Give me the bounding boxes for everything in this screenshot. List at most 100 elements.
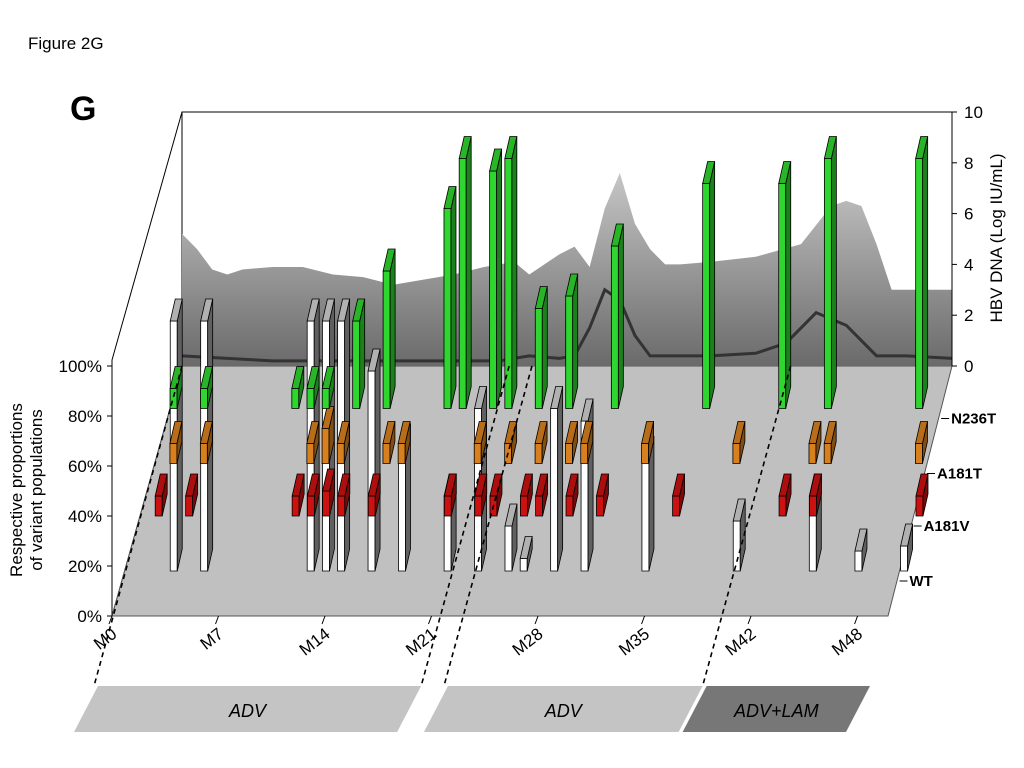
bar-front xyxy=(291,388,300,409)
bar-top xyxy=(306,473,320,497)
bar-A181T-15 xyxy=(823,421,837,464)
bar-front xyxy=(382,443,391,464)
bar-N236T-15 xyxy=(778,161,792,409)
right-tick-label: 0 xyxy=(964,357,973,376)
bar-top xyxy=(306,421,320,444)
bar-front xyxy=(641,443,650,464)
left-axis-label: Respective proportions xyxy=(7,403,26,577)
bar-A181V-6 xyxy=(367,473,381,517)
bar-top xyxy=(610,223,624,247)
bar-front xyxy=(823,443,832,464)
bar-front xyxy=(474,495,483,517)
bar-A181V-4 xyxy=(322,468,336,517)
treatment-label: ADV xyxy=(228,701,268,721)
bar-front xyxy=(199,443,208,464)
bar-N236T-3 xyxy=(306,366,320,409)
bar-front xyxy=(550,408,559,572)
bar-side xyxy=(465,136,472,409)
bar-A181V-8 xyxy=(474,473,488,517)
bar-top xyxy=(823,136,837,159)
bar-A181T-9 xyxy=(534,421,548,464)
bar-front xyxy=(504,525,513,572)
x-tick-label: M7 xyxy=(197,624,227,654)
bar-front xyxy=(672,495,680,517)
bar-front xyxy=(382,270,391,409)
bar-front xyxy=(778,495,787,517)
treatment-bar xyxy=(682,686,870,732)
bar-A181T-12 xyxy=(641,421,655,464)
bar-top xyxy=(200,298,214,322)
bar-A181V-13 xyxy=(595,473,609,517)
bar-top xyxy=(321,406,335,429)
bar-N236T-14 xyxy=(702,161,716,409)
bar-A181V-1 xyxy=(185,473,199,517)
bar-top xyxy=(854,528,868,552)
left-tick-label: 0% xyxy=(77,607,102,626)
bar-A181V-2 xyxy=(291,473,305,517)
bar-A181T-11 xyxy=(580,421,594,464)
bar-front xyxy=(154,495,163,517)
bar-N236T-1 xyxy=(200,366,214,409)
x-tick-label: M35 xyxy=(615,624,653,659)
row-label: N236T xyxy=(951,411,996,428)
treatment-bar xyxy=(74,686,422,732)
bar-top xyxy=(595,473,609,497)
bar-top xyxy=(154,473,168,497)
bar-A181V-0 xyxy=(154,473,168,517)
bar-side xyxy=(785,161,792,409)
bar-N236T-2 xyxy=(291,366,305,409)
bar-front xyxy=(732,443,741,464)
bar-front xyxy=(900,545,908,572)
bar-front xyxy=(702,183,711,409)
bar-front xyxy=(535,495,544,517)
bar-front xyxy=(398,445,406,572)
bar-N236T-5 xyxy=(352,298,366,409)
switch-line xyxy=(701,365,792,687)
bar-N236T-9 xyxy=(489,148,503,409)
x-tick-label: M48 xyxy=(828,624,866,659)
bar-top xyxy=(291,366,305,389)
bar-N236T-17 xyxy=(915,136,929,409)
bar-top xyxy=(808,421,822,444)
bar-front xyxy=(915,443,923,464)
bar-N236T-12 xyxy=(565,273,579,409)
bar-top xyxy=(534,421,548,444)
bar-top xyxy=(808,473,822,497)
bar-top xyxy=(778,161,792,184)
bar-top xyxy=(169,298,183,322)
bar-front xyxy=(306,388,315,409)
bar-side xyxy=(922,136,929,409)
x-tick xyxy=(108,615,113,625)
bar-front xyxy=(732,520,741,572)
bar-top xyxy=(535,473,549,497)
bar-top xyxy=(337,473,351,497)
bar-top xyxy=(489,148,503,172)
treatment-label: ADV+LAM xyxy=(733,701,819,721)
right-tick-label: 6 xyxy=(964,205,973,224)
bar-front xyxy=(565,443,573,464)
bar-front xyxy=(458,158,467,409)
bar-side xyxy=(374,348,381,572)
x-tick xyxy=(215,615,219,625)
bar-front xyxy=(321,388,330,409)
bar-top xyxy=(352,298,366,322)
bar-front xyxy=(915,158,924,409)
bar-front xyxy=(596,495,604,517)
x-tick xyxy=(854,615,859,625)
bar-A181T-1 xyxy=(199,421,213,464)
bar-front xyxy=(641,458,650,572)
bar-front xyxy=(291,495,300,517)
bar-top xyxy=(321,366,335,389)
bar-front xyxy=(489,170,498,409)
bar-A181V-5 xyxy=(337,473,351,517)
right-tick-label: 2 xyxy=(964,306,973,325)
bar-N236T-11 xyxy=(534,286,548,409)
bar-side xyxy=(617,223,624,409)
bar-A181V-10 xyxy=(519,473,533,517)
bar-side xyxy=(557,386,564,572)
bar-A181V-16 xyxy=(808,473,822,517)
bar-front xyxy=(169,443,178,464)
bar-front xyxy=(336,443,345,464)
right-tick-label: 8 xyxy=(964,154,973,173)
bar-N236T-10 xyxy=(504,136,518,409)
